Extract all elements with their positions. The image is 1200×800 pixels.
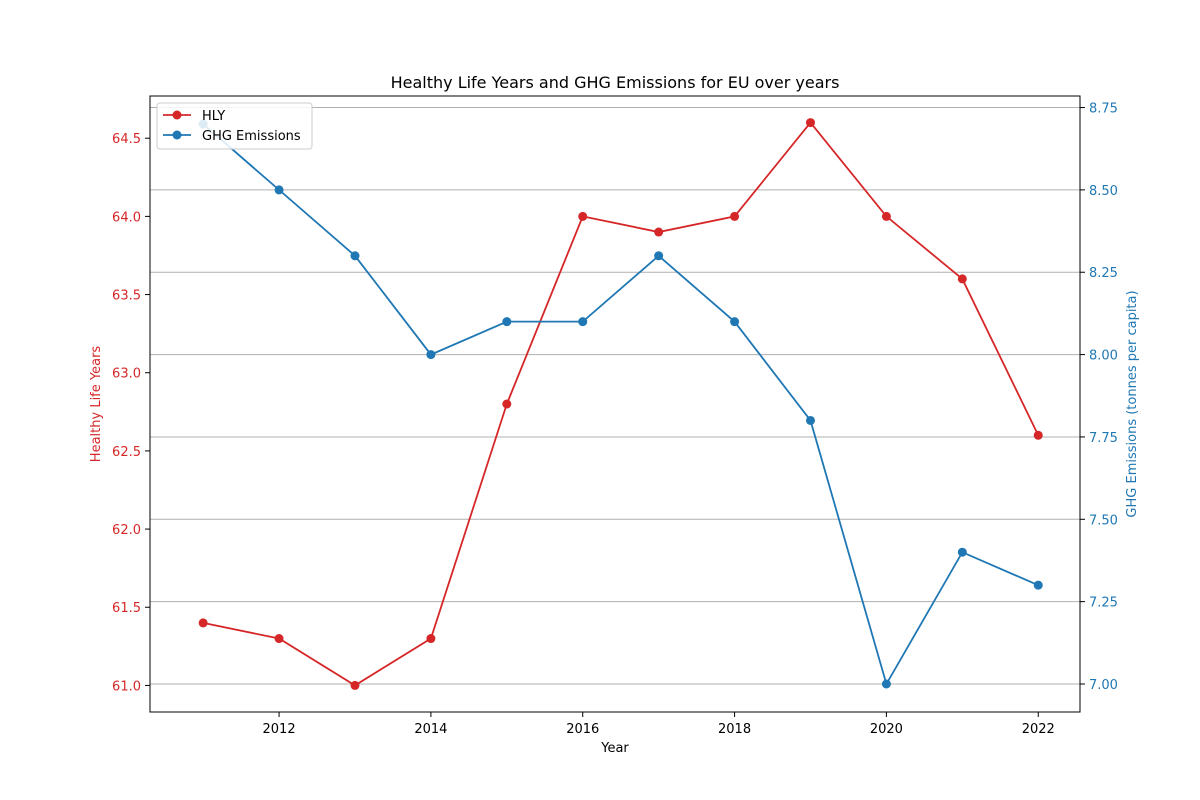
x-tick-label: 2014 [414, 722, 447, 737]
data-point [730, 211, 740, 221]
legend-marker [172, 110, 182, 120]
data-point [957, 547, 967, 557]
data-point [502, 399, 512, 409]
right-tick-label: 7.25 [1089, 596, 1118, 611]
chart-title: Healthy Life Years and GHG Emissions for… [391, 73, 840, 92]
data-point [654, 227, 664, 237]
x-tick-label: 2022 [1022, 722, 1055, 737]
data-point [1033, 430, 1043, 440]
left-tick-label: 62.0 [112, 523, 141, 538]
x-tick-label: 2012 [263, 722, 296, 737]
x-tick-label: 2018 [718, 722, 751, 737]
left-tick-label: 63.5 [112, 289, 141, 304]
x-axis: 2012 2014 2016 2018 2020 2022 [263, 712, 1055, 737]
left-y-axis-label: Healthy Life Years [89, 346, 104, 463]
right-tick-label: 8.00 [1089, 349, 1118, 364]
right-tick-label: 7.75 [1089, 431, 1118, 446]
left-tick-label: 61.5 [112, 601, 141, 616]
data-point [274, 185, 284, 195]
x-tick-label: 2016 [566, 722, 599, 737]
data-point [350, 251, 360, 261]
data-point [350, 680, 360, 690]
data-point [426, 350, 436, 360]
legend-box [156, 102, 313, 150]
x-axis-label: Year [600, 741, 629, 756]
left-tick-label: 64.5 [112, 132, 141, 147]
series-line [202, 123, 1039, 687]
x-tick-label: 2020 [870, 722, 903, 737]
data-point [805, 415, 815, 425]
left-tick-label: 61.0 [112, 679, 141, 694]
legend-item: GHG Emissions [163, 129, 301, 144]
right-tick-label: 8.75 [1089, 102, 1118, 117]
series-line [202, 121, 1040, 687]
data-point [805, 118, 815, 128]
legend-item: HLY [163, 109, 225, 124]
data-point [426, 634, 436, 644]
legend-label: HLY [202, 109, 225, 124]
right-tick-label: 8.25 [1089, 266, 1118, 281]
left-tick-label: 64.0 [112, 210, 141, 225]
data-point [881, 679, 891, 689]
legend-marker [172, 130, 182, 140]
left-y-axis: 61.0 61.5 62.0 62.5 63.0 63.5 64.0 64.5 [112, 132, 150, 694]
series-layer [198, 118, 1043, 690]
right-y-axis-label: GHG Emissions (tonnes per capita) [1125, 290, 1140, 517]
right-tick-label: 8.50 [1089, 184, 1118, 199]
plot-frame [149, 95, 1081, 713]
data-point [881, 211, 891, 221]
grid-lines [150, 107, 1080, 685]
left-tick-label: 63.0 [112, 367, 141, 382]
data-point [578, 317, 588, 327]
legend-label: GHG Emissions [202, 129, 301, 144]
data-point [578, 211, 588, 221]
data-point [1033, 580, 1043, 590]
left-tick-label: 62.5 [112, 445, 141, 460]
right-y-axis: 7.00 7.25 7.50 7.75 8.00 8.25 8.50 8.75 [1080, 102, 1118, 693]
series-hly [198, 118, 1043, 690]
right-tick-label: 7.50 [1089, 513, 1118, 528]
data-point [654, 251, 664, 261]
legend: HLY GHG Emissions [156, 102, 313, 150]
right-tick-label: 7.00 [1089, 678, 1118, 693]
data-point [957, 274, 967, 284]
data-point [730, 317, 740, 327]
series-ghg-emissions [198, 119, 1043, 689]
data-point [502, 317, 512, 327]
data-point [198, 618, 208, 628]
data-point [274, 634, 284, 644]
